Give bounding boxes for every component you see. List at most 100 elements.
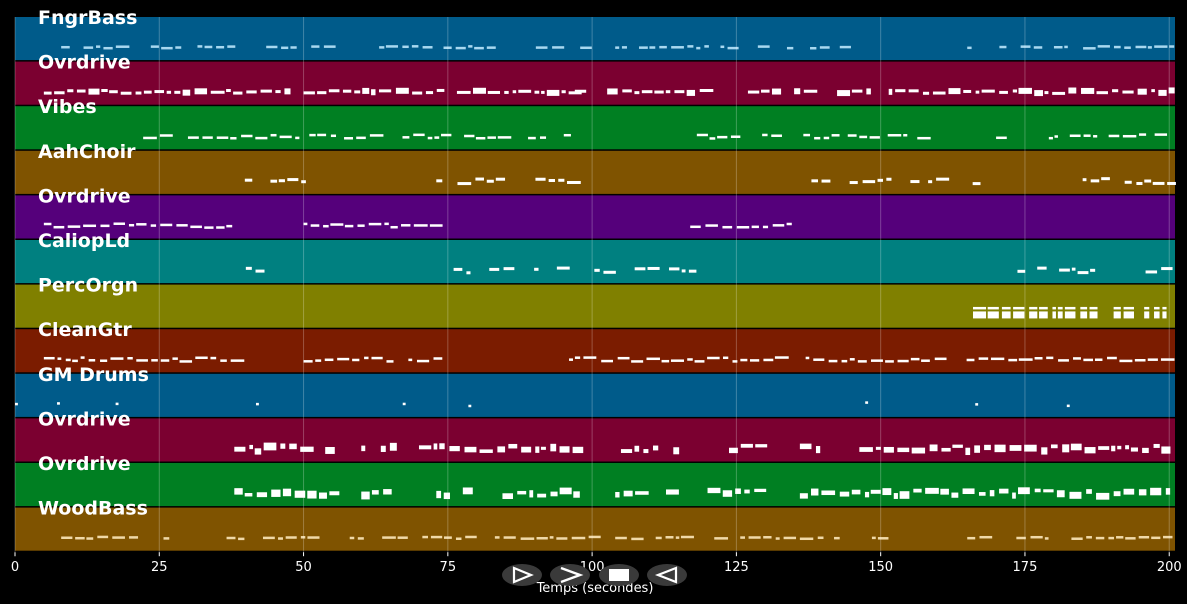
note — [903, 133, 908, 137]
note — [520, 537, 535, 540]
stop-button[interactable] — [599, 564, 639, 586]
note — [216, 45, 225, 49]
note — [368, 222, 382, 226]
note — [433, 357, 443, 360]
note — [1124, 46, 1131, 49]
note — [1147, 46, 1152, 49]
note — [646, 357, 660, 361]
note — [337, 357, 350, 361]
note — [197, 45, 203, 48]
note — [1001, 311, 1011, 319]
track-lane — [15, 418, 1175, 462]
note — [1123, 311, 1134, 319]
note — [244, 178, 253, 182]
note — [1086, 536, 1092, 539]
note — [468, 45, 473, 48]
track-background — [15, 61, 1175, 105]
note — [811, 179, 819, 183]
note — [990, 357, 1005, 361]
note — [439, 443, 445, 450]
note — [552, 46, 565, 49]
note — [1024, 444, 1037, 452]
note — [823, 136, 830, 140]
note — [815, 446, 821, 454]
note — [934, 357, 947, 361]
note — [635, 491, 649, 495]
note — [841, 359, 848, 363]
note — [882, 488, 892, 496]
note — [154, 90, 165, 94]
note — [319, 492, 327, 499]
track-lane — [15, 17, 1175, 61]
note — [412, 91, 423, 95]
track-lane — [15, 507, 1175, 551]
track-background — [15, 329, 1175, 373]
note — [932, 91, 946, 95]
note — [563, 133, 571, 137]
note — [1142, 447, 1149, 454]
note — [344, 224, 354, 228]
note — [817, 536, 824, 540]
note — [978, 357, 989, 360]
back-button[interactable] — [647, 564, 687, 586]
note — [675, 536, 680, 539]
note — [279, 135, 292, 139]
note — [865, 401, 869, 404]
play-button[interactable] — [502, 564, 542, 586]
note — [799, 493, 808, 499]
note — [1044, 91, 1049, 95]
note — [1062, 444, 1070, 453]
note — [1044, 537, 1049, 540]
note — [497, 136, 512, 139]
note — [475, 136, 486, 140]
note — [210, 356, 217, 360]
note — [755, 444, 768, 448]
track-lane — [15, 195, 1175, 239]
note — [342, 89, 352, 93]
note — [699, 89, 714, 93]
note — [135, 91, 142, 95]
note — [996, 136, 1007, 140]
note — [115, 45, 130, 48]
note — [86, 537, 94, 540]
note — [975, 403, 979, 406]
note — [502, 493, 513, 500]
note — [1125, 445, 1130, 450]
note — [888, 88, 893, 95]
note — [631, 537, 644, 541]
note — [535, 46, 548, 49]
note — [999, 488, 1009, 494]
note — [176, 224, 188, 227]
note — [877, 537, 889, 540]
note — [329, 491, 340, 496]
note — [43, 356, 55, 360]
forward-icon — [560, 566, 584, 584]
forward-button[interactable] — [550, 564, 590, 586]
note — [687, 45, 694, 48]
note — [475, 177, 484, 181]
note — [310, 224, 320, 227]
note — [112, 536, 125, 539]
note — [831, 134, 840, 137]
note — [1034, 357, 1043, 360]
note — [1070, 443, 1082, 451]
note — [1116, 536, 1124, 539]
note — [940, 488, 949, 495]
note — [866, 88, 871, 95]
note — [749, 359, 760, 362]
note — [397, 536, 408, 539]
note — [271, 489, 281, 497]
note — [88, 359, 96, 362]
note — [707, 487, 721, 494]
note — [617, 356, 630, 360]
note — [378, 89, 392, 93]
note — [607, 88, 618, 95]
note — [1037, 266, 1047, 270]
note — [615, 46, 620, 49]
note — [821, 179, 831, 183]
note — [631, 360, 644, 363]
note — [1056, 490, 1065, 498]
note — [422, 46, 433, 49]
note — [851, 489, 861, 495]
